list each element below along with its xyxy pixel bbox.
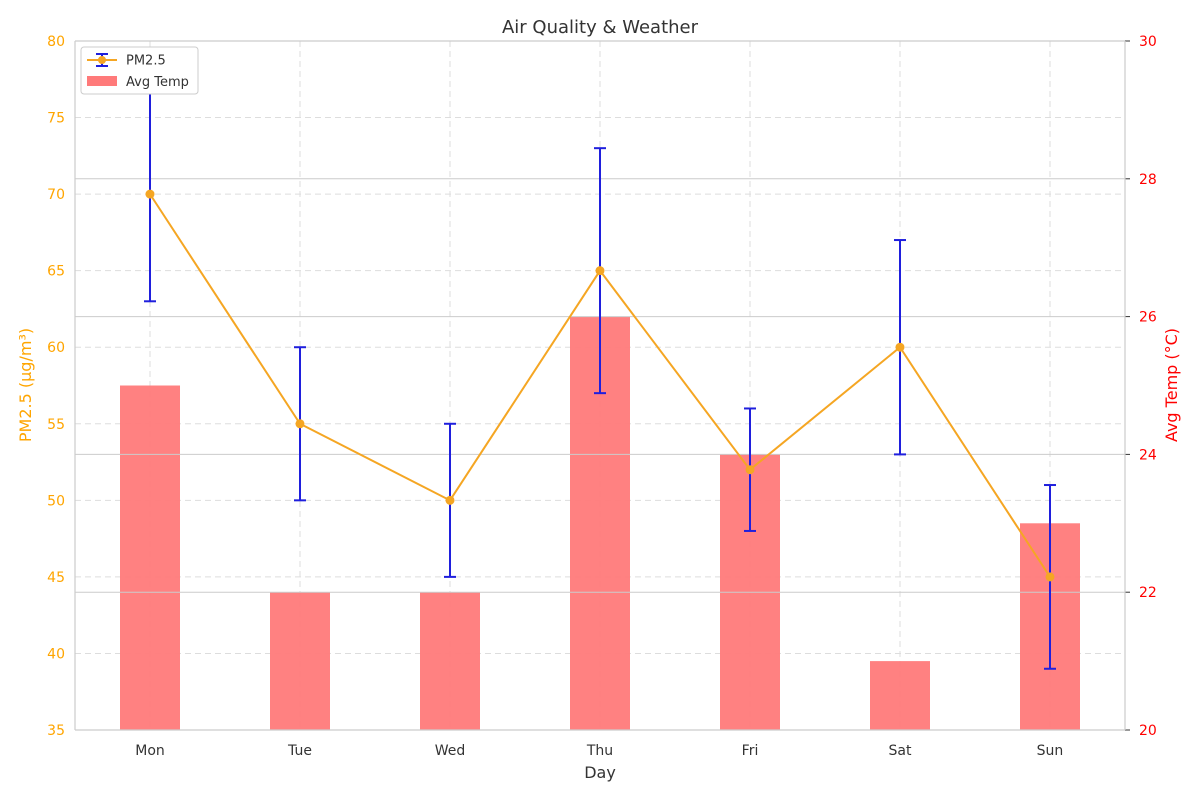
y-right-tick-label-30: 30 — [1139, 34, 1157, 50]
legend-entry-avg-temp: Avg Temp — [87, 75, 189, 90]
temp-bar-Sat — [870, 661, 930, 730]
y-right-tick-label-20: 20 — [1139, 723, 1157, 739]
y-left-tick-label-50: 50 — [47, 493, 65, 509]
y-left-tick-label-80: 80 — [47, 34, 65, 50]
legend-entry-pm25: PM2.5 — [87, 53, 166, 69]
legend-pm25-label: PM2.5 — [126, 54, 166, 69]
pm25-point-Thu — [595, 266, 605, 276]
legend-avg-temp-label: Avg Temp — [126, 75, 189, 90]
y-left-tick-label-65: 65 — [47, 264, 65, 280]
x-tick-label-Wed: Wed — [435, 743, 466, 759]
legend-avg-temp-swatch — [87, 76, 117, 86]
x-tick-label-Thu: Thu — [586, 743, 613, 759]
x-tick-label-Fri: Fri — [742, 743, 759, 759]
y-right-tick-label-22: 22 — [1139, 585, 1157, 601]
x-axis-label: Day — [584, 763, 616, 782]
pm25-point-Fri — [745, 465, 755, 475]
x-tick-label-Sun: Sun — [1037, 743, 1064, 759]
y-left-tick-label-40: 40 — [47, 646, 65, 662]
y-axis-right-label: Avg Temp (°C) — [1162, 328, 1181, 442]
x-tick-label-Sat: Sat — [889, 743, 912, 759]
y-left-tick-label-45: 45 — [47, 570, 65, 586]
y-left-tick-label-55: 55 — [47, 417, 65, 433]
y-right-tick-label-24: 24 — [1139, 447, 1157, 463]
tick-labels: 35 40 45 50 55 60 65 70 75 80 20 22 24 26 28 30 Mon Tue We… — [47, 34, 1157, 759]
temp-bars — [120, 316, 1080, 730]
legend-pm25-marker — [98, 56, 106, 64]
pm25-point-Mon — [145, 189, 155, 199]
y-left-tick-label-75: 75 — [47, 111, 65, 127]
temp-bar-Tue — [270, 592, 330, 730]
y-left-tick-label-60: 60 — [47, 340, 65, 356]
chart-title: Air Quality & Weather — [502, 17, 699, 38]
temp-bar-Mon — [120, 385, 180, 730]
y-axis-left-label: PM2.5 (µg/m³) — [16, 328, 35, 442]
pm25-point-Wed — [445, 495, 455, 505]
y-right-tick-label-28: 28 — [1139, 172, 1157, 188]
legend: PM2.5 Avg Temp — [80, 46, 199, 95]
temp-bar-Wed — [420, 592, 480, 730]
y-left-tick-label-70: 70 — [47, 187, 65, 203]
x-tick-label-Tue: Tue — [287, 743, 312, 759]
pm25-point-Tue — [295, 419, 305, 429]
y-right-tick-label-26: 26 — [1139, 310, 1157, 326]
pm25-line — [145, 189, 1055, 582]
pm25-point-Sun — [1045, 572, 1055, 582]
pm25-point-Sat — [895, 342, 905, 352]
y-left-tick-label-35: 35 — [47, 723, 65, 739]
axes — [74, 40, 1130, 731]
x-tick-label-Mon: Mon — [135, 743, 165, 759]
